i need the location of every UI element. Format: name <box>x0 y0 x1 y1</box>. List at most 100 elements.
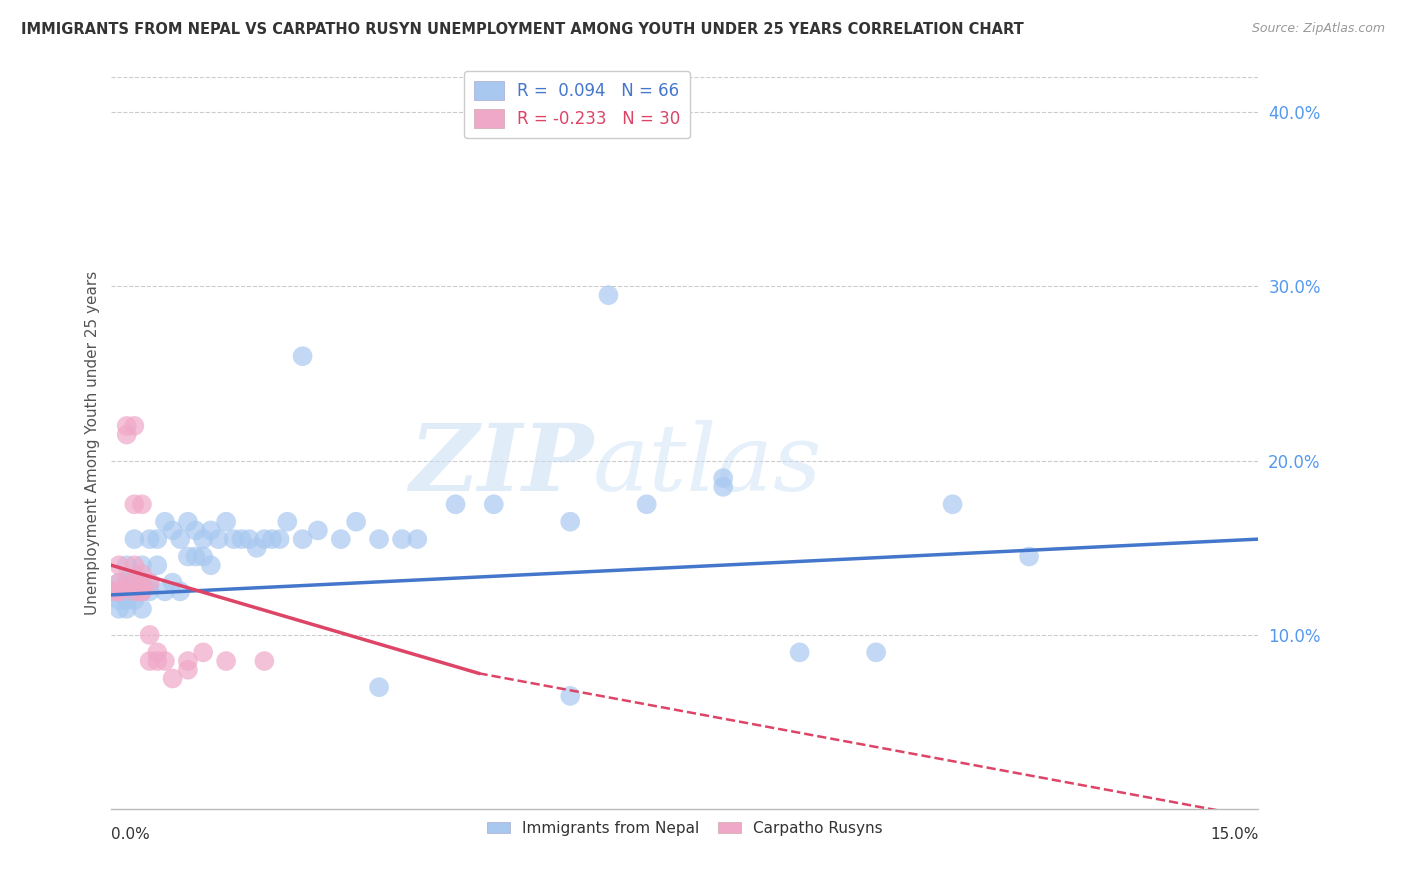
Point <box>146 558 169 573</box>
Point <box>124 575 146 590</box>
Point <box>291 532 314 546</box>
Point <box>108 584 131 599</box>
Point <box>711 480 734 494</box>
Point <box>177 549 200 564</box>
Point <box>153 584 176 599</box>
Point <box>222 532 245 546</box>
Point <box>146 532 169 546</box>
Point <box>131 566 153 581</box>
Point <box>115 602 138 616</box>
Point <box>238 532 260 546</box>
Point <box>307 524 329 538</box>
Point <box>153 515 176 529</box>
Point <box>131 584 153 599</box>
Point <box>215 654 238 668</box>
Legend: Immigrants from Nepal, Carpatho Rusyns: Immigrants from Nepal, Carpatho Rusyns <box>481 814 889 842</box>
Point <box>560 515 582 529</box>
Point <box>138 532 160 546</box>
Point <box>108 575 131 590</box>
Point <box>231 532 253 546</box>
Point <box>344 515 367 529</box>
Point <box>115 575 138 590</box>
Point <box>865 645 887 659</box>
Point <box>177 515 200 529</box>
Text: atlas: atlas <box>593 420 823 510</box>
Point <box>100 584 122 599</box>
Point <box>108 575 131 590</box>
Point <box>184 549 207 564</box>
Point <box>108 558 131 573</box>
Point <box>269 532 291 546</box>
Point <box>138 654 160 668</box>
Point <box>131 602 153 616</box>
Point <box>115 418 138 433</box>
Point <box>138 584 160 599</box>
Point <box>260 532 283 546</box>
Point <box>406 532 429 546</box>
Point <box>162 524 184 538</box>
Point <box>124 418 146 433</box>
Point <box>131 575 153 590</box>
Point <box>124 558 146 573</box>
Point <box>636 497 658 511</box>
Point <box>246 541 269 555</box>
Point <box>482 497 505 511</box>
Point <box>200 524 222 538</box>
Point <box>253 654 276 668</box>
Y-axis label: Unemployment Among Youth under 25 years: Unemployment Among Youth under 25 years <box>86 271 100 615</box>
Point <box>169 584 191 599</box>
Point <box>368 532 391 546</box>
Text: Source: ZipAtlas.com: Source: ZipAtlas.com <box>1251 22 1385 36</box>
Point <box>115 427 138 442</box>
Point <box>138 575 160 590</box>
Point <box>124 497 146 511</box>
Point <box>146 645 169 659</box>
Point <box>162 672 184 686</box>
Point <box>108 602 131 616</box>
Point <box>207 532 229 546</box>
Point <box>146 654 169 668</box>
Point <box>193 549 215 564</box>
Point <box>138 575 160 590</box>
Point <box>131 497 153 511</box>
Point <box>138 628 160 642</box>
Point <box>1018 549 1040 564</box>
Point <box>193 645 215 659</box>
Point <box>124 532 146 546</box>
Point <box>169 532 191 546</box>
Point <box>124 593 146 607</box>
Text: 0.0%: 0.0% <box>111 828 150 842</box>
Point <box>329 532 352 546</box>
Point <box>124 575 146 590</box>
Point <box>108 584 131 599</box>
Point <box>177 663 200 677</box>
Point <box>115 575 138 590</box>
Point <box>115 593 138 607</box>
Point <box>253 532 276 546</box>
Point <box>153 654 176 668</box>
Point <box>108 584 131 599</box>
Point <box>560 689 582 703</box>
Point <box>124 584 146 599</box>
Point <box>162 575 184 590</box>
Point <box>942 497 965 511</box>
Text: 15.0%: 15.0% <box>1211 828 1258 842</box>
Point <box>131 584 153 599</box>
Point <box>276 515 298 529</box>
Point <box>184 524 207 538</box>
Point <box>108 593 131 607</box>
Point <box>115 558 138 573</box>
Point <box>598 288 620 302</box>
Point <box>124 584 146 599</box>
Point <box>200 558 222 573</box>
Point <box>215 515 238 529</box>
Point <box>444 497 467 511</box>
Text: ZIP: ZIP <box>409 420 593 510</box>
Point <box>711 471 734 485</box>
Point <box>391 532 413 546</box>
Point <box>131 584 153 599</box>
Point <box>193 532 215 546</box>
Point <box>789 645 811 659</box>
Point <box>131 558 153 573</box>
Point <box>177 654 200 668</box>
